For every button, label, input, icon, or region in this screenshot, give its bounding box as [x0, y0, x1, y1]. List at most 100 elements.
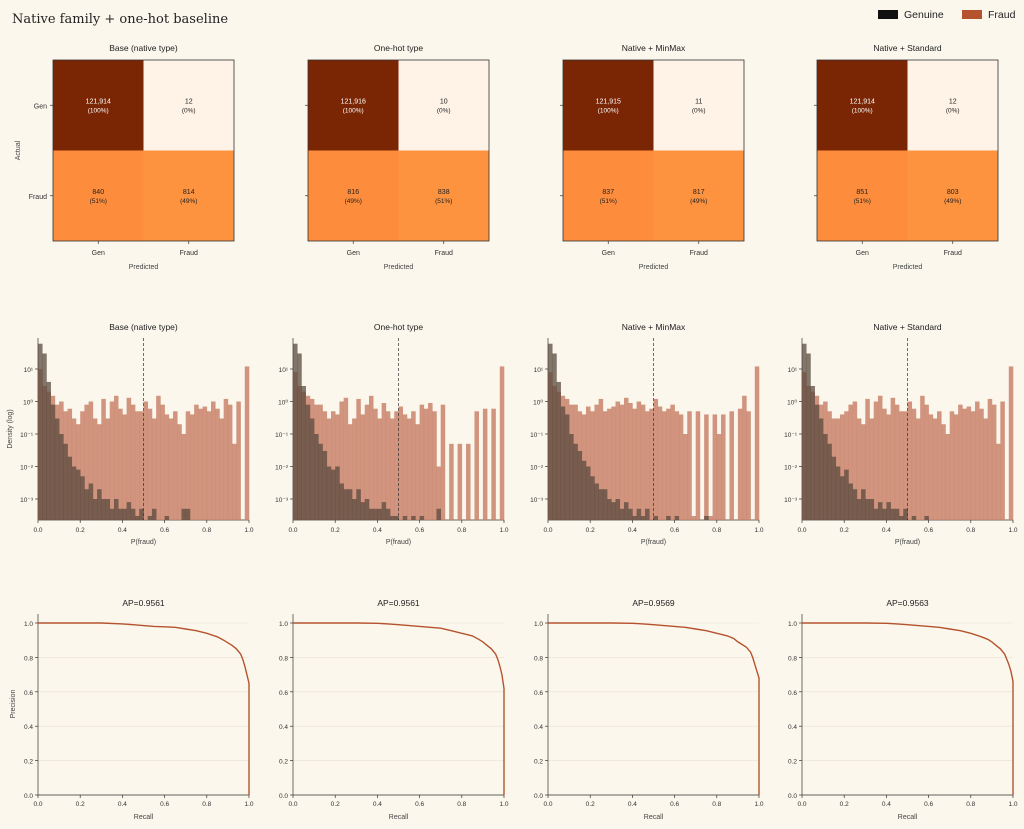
x-tick-label: 0.4	[882, 801, 891, 808]
cell-percent: (100%)	[598, 107, 619, 114]
x-tick-label: 0.6	[160, 527, 169, 534]
genuine-histogram-bar	[856, 499, 862, 520]
y-tick-label: 0.0	[534, 793, 543, 800]
genuine-histogram-bar	[356, 489, 361, 520]
fraud-histogram-bar	[602, 411, 608, 520]
y-tick-label: 10⁻²	[275, 465, 289, 472]
genuine-histogram-bar	[873, 508, 879, 520]
fraud-histogram-bar	[970, 411, 976, 520]
cell-percent: (51%)	[435, 198, 452, 205]
genuine-histogram-bar	[823, 434, 828, 520]
cell-count: 838	[438, 189, 450, 196]
x-tick-label: 0.2	[586, 801, 595, 808]
genuine-histogram-bar	[118, 508, 123, 520]
genuine-histogram-bar	[704, 515, 709, 520]
x-tick-label: 0.2	[840, 527, 849, 534]
confusion-cell	[653, 60, 744, 151]
fraud-histogram-bar	[890, 397, 896, 520]
fraud-histogram-bar	[499, 366, 505, 520]
fraud-histogram-bar	[356, 398, 361, 520]
fraud-histogram-bar	[611, 406, 616, 520]
cell-count: 840	[92, 189, 104, 196]
fraud-histogram-bar	[941, 424, 946, 520]
fraud-histogram-bar	[373, 408, 378, 520]
x-axis-label: Recall	[898, 814, 918, 821]
panel-title: One-hot type	[374, 43, 423, 53]
fraud-histogram-bar	[135, 411, 140, 520]
pr-curve-line	[802, 622, 1014, 795]
y-tick-label: Gen	[34, 103, 47, 110]
fraud-histogram-bar	[80, 411, 85, 520]
pr-curve-line	[548, 622, 760, 795]
y-tick-label: 10⁻³	[275, 497, 289, 504]
genuine-histogram-bar	[164, 515, 170, 520]
genuine-histogram-bar	[75, 469, 81, 520]
y-tick-label: 0.4	[24, 724, 33, 731]
x-tick-label: 0.4	[628, 527, 637, 534]
fraud-histogram-bar	[899, 411, 904, 520]
x-tick-label: Gen	[856, 250, 869, 257]
y-tick-label: 10⁻¹	[530, 432, 544, 439]
fraud-histogram-bar	[953, 414, 959, 520]
cell-percent: (100%)	[343, 107, 364, 114]
cell-count: 121,916	[341, 98, 366, 105]
fraud-histogram-bar	[619, 404, 625, 520]
x-tick-label: 0.8	[202, 801, 211, 808]
y-tick-label: 10⁻¹	[275, 432, 289, 439]
fraud-histogram-bar	[729, 411, 734, 520]
y-tick-label: 10⁰	[787, 399, 797, 407]
genuine-histogram-bar	[297, 353, 302, 520]
confusion-cell	[653, 150, 744, 241]
x-axis-label: P(fraud)	[131, 539, 156, 546]
y-tick-label: 0.8	[788, 655, 797, 662]
x-tick-label: 0.0	[288, 527, 297, 534]
fraud-histogram-bar	[423, 408, 429, 520]
genuine-histogram-bar	[619, 508, 625, 520]
genuine-histogram-bar	[590, 476, 595, 520]
pr-curve-panel: AP=0.9561 0.0 0.2 0.4 0.6 0.8 1.0 0.0 0.2 0.4 0.6 0…	[10, 598, 254, 821]
y-tick-label: 10⁻³	[530, 497, 544, 504]
fraud-histogram-bar	[945, 434, 950, 520]
fraud-histogram-bar	[585, 406, 591, 520]
fraud-histogram-bar	[915, 418, 921, 520]
legend-label-fraud: Fraud	[988, 9, 1016, 21]
x-tick-label: 0.4	[373, 801, 382, 808]
fraud-histogram-bar	[211, 401, 216, 520]
genuine-histogram-bar	[852, 489, 858, 520]
panel-title: AP=0.9561	[122, 598, 165, 608]
genuine-histogram-bar	[882, 508, 887, 520]
x-tick-label: 1.0	[1008, 801, 1017, 808]
y-tick-label: 0.2	[788, 759, 797, 766]
fraud-histogram-bar	[181, 434, 186, 520]
y-tick-label: 0.8	[24, 655, 33, 662]
x-tick-label: 0.0	[797, 801, 806, 808]
fraud-histogram-bar	[411, 411, 416, 520]
fraud-histogram-bar	[911, 408, 917, 520]
genuine-histogram-bar	[894, 508, 900, 520]
fraud-histogram-bar	[991, 404, 997, 520]
genuine-histogram-bar	[305, 404, 311, 520]
genuine-histogram-bar	[181, 508, 186, 520]
genuine-histogram-bar	[113, 499, 119, 520]
x-tick-label: Fraud	[690, 250, 708, 257]
fraud-histogram-bar	[598, 398, 604, 520]
x-tick-label: 1.0	[499, 801, 508, 808]
x-tick-label: 0.2	[76, 527, 85, 534]
genuine-histogram-bar	[80, 476, 85, 520]
cell-count: 121,914	[86, 98, 111, 105]
genuine-histogram-bar	[54, 418, 60, 520]
x-axis-label: Predicted	[639, 264, 669, 271]
fraud-histogram-bar	[352, 418, 357, 520]
genuine-histogram-bar	[640, 515, 646, 520]
cell-percent: (100%)	[852, 107, 873, 114]
genuine-histogram-bar	[899, 515, 904, 520]
x-tick-label: 0.6	[415, 801, 424, 808]
genuine-histogram-bar	[38, 343, 43, 520]
fraud-histogram-bar	[402, 414, 408, 520]
y-tick-label: 0.4	[788, 724, 797, 731]
fraud-histogram-bar	[1008, 366, 1014, 520]
genuine-histogram-bar	[585, 466, 591, 520]
confusion-cell	[563, 60, 654, 151]
fraud-histogram-bar	[343, 397, 349, 520]
genuine-histogram-bar	[293, 343, 298, 520]
